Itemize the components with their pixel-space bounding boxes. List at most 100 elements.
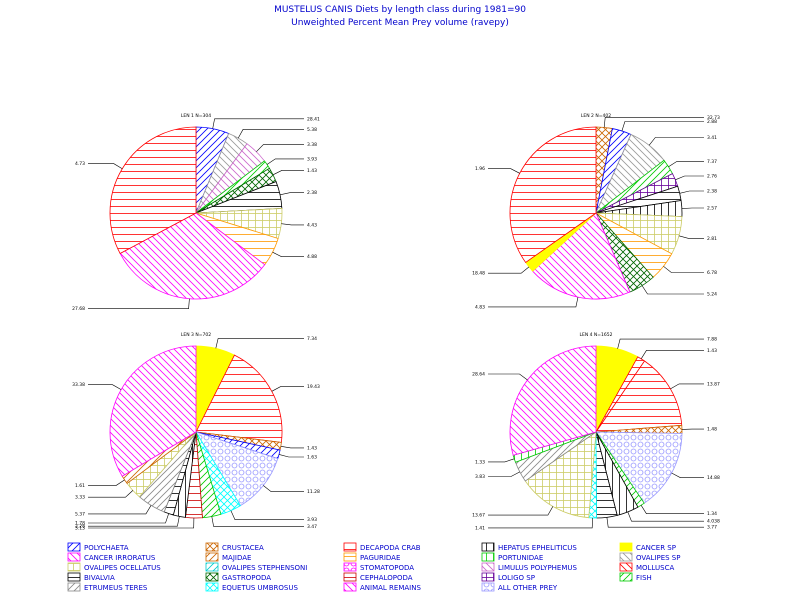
pie-3-leader-13 bbox=[88, 384, 122, 390]
legend-label-gastropoda: GASTROPODA bbox=[222, 574, 271, 582]
legend-item-loligo-sp: LOLIGO SP bbox=[481, 572, 535, 582]
pie-3-leader-9 bbox=[88, 513, 169, 524]
pie-1-leader-4 bbox=[272, 170, 304, 176]
pie-2-leader-4 bbox=[675, 175, 704, 181]
pie-title-4: LEN 4 N=1652 bbox=[579, 332, 612, 338]
pie-2-value-label-2: 3.41 bbox=[707, 135, 717, 141]
pie-4-value-label-2: 13.87 bbox=[707, 381, 720, 387]
pie-4-value-label-1: 1.43 bbox=[707, 348, 717, 354]
pie-1-value-label-7: 4.88 bbox=[307, 254, 317, 260]
pie-1-leader-5 bbox=[279, 192, 304, 196]
pie-4-leader-5 bbox=[640, 505, 704, 515]
legend-label-polychaeta: POLYCHAETA bbox=[84, 544, 129, 552]
legend-label-limulus-polyphemus: LIMULUS POLYPHEMUS bbox=[498, 564, 578, 572]
pie-2-value-label-0: 32.73 bbox=[707, 115, 720, 121]
pie-3-value-label-2: 1.43 bbox=[307, 445, 317, 451]
legend-label-animal-remains: ANIMAL REMAINS bbox=[360, 584, 421, 592]
pie-4-leader-2 bbox=[670, 383, 704, 390]
pie-3-leader-6 bbox=[211, 516, 304, 527]
pie-3-leader-1 bbox=[271, 386, 304, 392]
legend-label-stomatopoda: STOMATOPODA bbox=[360, 564, 414, 572]
pie-panel-3: LEN 3 N=702 7.34 19.43 1.43 1.63 11.28 3.933.4… bbox=[72, 332, 320, 531]
pie-1-leader-2 bbox=[256, 144, 304, 152]
legend-swatch-polychaeta bbox=[67, 542, 81, 552]
legend-label-bivalvia: BIVALVIA bbox=[84, 574, 115, 582]
pie-title-1: LEN 1 N=304 bbox=[181, 113, 211, 119]
pie-2-value-label-5: 2.38 bbox=[707, 189, 717, 195]
legend-swatch-all-other-prey bbox=[481, 582, 495, 592]
pie-4-value-label-8: 1.41 bbox=[475, 525, 485, 531]
legend-swatch-loligo-sp bbox=[481, 572, 495, 582]
legend-label-cephalopoda: CEPHALOPODA bbox=[360, 574, 413, 582]
pie-2-value-label-6: 2.57 bbox=[707, 206, 717, 212]
pie-3-value-label-12: 1.61 bbox=[75, 483, 85, 489]
legend-label-cancer-irroratus: CANCER IRRORATUS bbox=[84, 554, 156, 562]
legend-item-paguridae: PAGURIDAE bbox=[343, 552, 400, 562]
pie-4-value-label-3: 1.48 bbox=[707, 427, 717, 433]
pie-4-leader-6 bbox=[627, 511, 704, 522]
legend-swatch-cancer-sp bbox=[619, 542, 633, 552]
pie-2-value-label-10: 4.83 bbox=[475, 304, 485, 310]
pie-2-value-label-9: 5.24 bbox=[707, 292, 717, 298]
legend-swatch-gastropoda bbox=[205, 572, 219, 582]
pie-4-leader-0 bbox=[617, 338, 704, 349]
legend-label-equetus-umbrosus: EQUETUS UMBROSUS bbox=[222, 584, 298, 592]
pie-3-value-label-8: 2.28 bbox=[75, 524, 85, 530]
pie-2-leader-1 bbox=[621, 121, 704, 132]
pie-1-leader-6 bbox=[281, 223, 304, 226]
legend-item-decapoda-crab: DECAPODA CRAB bbox=[343, 542, 421, 552]
legend-label-decapoda-crab: DECAPODA CRAB bbox=[360, 544, 421, 552]
legend-label-ovalipes-stephensoni: OVALIPES STEPHENSONI bbox=[222, 564, 307, 572]
legend-item-ovalipes-sp: OVALIPES SP bbox=[619, 552, 680, 562]
pie-2-leader-12 bbox=[488, 168, 520, 174]
legend-swatch-limulus-polyphemus bbox=[481, 562, 495, 572]
legend-item-ovalipes-ocellatus: OVALIPES OCELLATUS bbox=[67, 562, 161, 572]
legend-swatch-crustacea bbox=[205, 542, 219, 552]
pie-4-value-label-9: 13.67 bbox=[472, 513, 485, 519]
pie-panel-1: LEN 1 N=304 28.41 5.38 3.38 3.93 1.43 2.38 4.43… bbox=[72, 113, 320, 312]
pie-3-value-label-11: 3.33 bbox=[75, 495, 85, 501]
legend-label-ovalipes-ocellatus: OVALIPES OCELLATUS bbox=[84, 564, 161, 572]
pie-3-value-label-9: 1.78 bbox=[75, 521, 85, 527]
legend-item-portunidae: PORTUNIDAE bbox=[481, 552, 543, 562]
legend-label-etrumeus-teres: ETRUMEUS TERES bbox=[84, 584, 148, 592]
legend-label-crustacea: CRUSTACEA bbox=[222, 544, 264, 552]
pie-3-value-label-5: 3.93 bbox=[307, 517, 317, 523]
legend-item-ovalipes-stephensoni: OVALIPES STEPHENSONI bbox=[205, 562, 307, 572]
pie-3-leader-5 bbox=[230, 510, 304, 521]
pie-4-leader-10 bbox=[488, 471, 520, 477]
pie-3-value-label-6: 3.47 bbox=[307, 524, 317, 530]
pie-2-value-label-8: 6.78 bbox=[707, 270, 717, 276]
legend-item-equetus-umbrosus: EQUETUS UMBROSUS bbox=[205, 582, 298, 592]
legend-label-majidae: MAJIDAE bbox=[222, 554, 251, 562]
pie-3-value-label-0: 7.34 bbox=[307, 336, 317, 342]
pie-2-value-label-11: 18.48 bbox=[472, 271, 485, 277]
legend-item-majidae: MAJIDAE bbox=[205, 552, 251, 562]
pie-2-value-label-7: 2.81 bbox=[707, 236, 717, 242]
pie-panel-4: LEN 4 N=1652 7.88 1.43 13.87 1.48 14.88 1.34 4.… bbox=[472, 332, 720, 531]
pie-4-leader-12 bbox=[488, 373, 528, 381]
legend-item-polychaeta: POLYCHAETA bbox=[67, 542, 129, 552]
pie-2-leader-2 bbox=[648, 137, 704, 146]
pie-1-leader-9 bbox=[88, 163, 123, 169]
chart-subtitle: Unweighted Percent Mean Prey volume (rav… bbox=[291, 18, 509, 28]
pie-1-value-label-5: 2.38 bbox=[307, 190, 317, 196]
legend-label-loligo-sp: LOLIGO SP bbox=[498, 574, 535, 582]
pie-1-leader-1 bbox=[237, 129, 304, 139]
legend-swatch-majidae bbox=[205, 552, 219, 562]
pie-2-leader-7 bbox=[678, 235, 704, 239]
pie-4-value-label-6: 4.038 bbox=[707, 519, 720, 525]
legend-label-paguridae: PAGURIDAE bbox=[360, 554, 400, 562]
pie-3-slice-decapoda-crab bbox=[195, 354, 283, 443]
pie-title-3: LEN 3 N=702 bbox=[181, 332, 211, 338]
pie-2-leader-9 bbox=[641, 285, 704, 295]
legend-swatch-ovalipes-stephensoni bbox=[205, 562, 219, 572]
pie-4-leader-11 bbox=[488, 458, 515, 463]
pie-3-value-label-13: 33.38 bbox=[72, 382, 85, 388]
pie-1-value-label-6: 4.43 bbox=[307, 222, 317, 228]
pie-2-leader-10 bbox=[488, 297, 579, 308]
legend-swatch-fish bbox=[619, 572, 633, 582]
pie-3-leader-11 bbox=[88, 490, 134, 498]
pie-1-leader-3 bbox=[266, 158, 304, 165]
